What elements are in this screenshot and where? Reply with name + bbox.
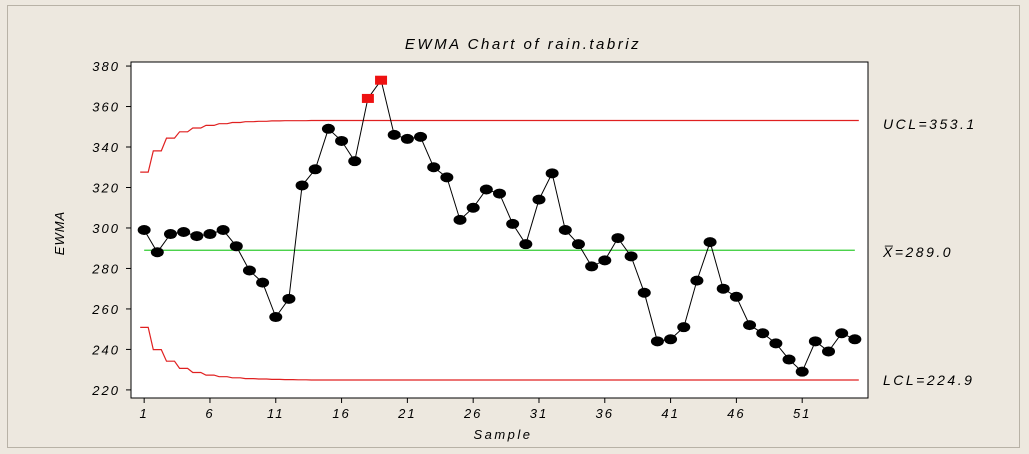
control-limits [140, 119, 859, 381]
ewma-point [729, 291, 743, 302]
ewma-point [295, 180, 309, 191]
ewma-point [150, 247, 164, 258]
lcl-line [140, 326, 859, 381]
ewma-point [545, 168, 559, 179]
ewma-point [769, 338, 783, 349]
x-tick-label: 46 [727, 406, 745, 421]
y-tick-label: 240 [91, 342, 120, 357]
ewma-point [519, 239, 533, 250]
ewma-point [558, 225, 572, 235]
y-tick-label: 360 [92, 100, 120, 115]
ewma-point [414, 131, 428, 142]
out-of-control-point [361, 93, 374, 103]
lcl-label: LCL=224.9 [883, 372, 974, 388]
ewma-point [585, 261, 599, 272]
y-axis: 220 240 260 280 300 320 340 360 380 [91, 59, 131, 398]
ewma-point [637, 287, 651, 298]
x-tick-label: 31 [530, 406, 548, 421]
y-tick-label: 280 [91, 261, 120, 276]
ewma-point [532, 194, 546, 205]
ewma-point [427, 162, 441, 173]
ewma-point [308, 164, 322, 175]
ucl-line [140, 119, 859, 173]
chart-title: EWMA Chart of rain.tabriz [405, 36, 641, 53]
ewma-point [782, 354, 796, 365]
ewma-point [479, 184, 493, 195]
x-tick-label: 51 [793, 406, 811, 421]
ewma-point [743, 320, 757, 331]
x-tick-label: 1 [140, 406, 149, 421]
x-axis-label: Sample [473, 427, 532, 442]
y-tick-label: 340 [92, 140, 120, 155]
ewma-point [690, 275, 704, 286]
ewma-point [650, 336, 664, 347]
ewma-point [137, 225, 151, 235]
ewma-point [466, 202, 480, 213]
ewma-point [321, 123, 335, 134]
ewma-point [703, 237, 717, 248]
ewma-point [506, 218, 520, 229]
y-tick-label: 300 [92, 221, 120, 236]
ewma-point [835, 328, 849, 339]
ewma-point [822, 346, 836, 357]
ewma-point [848, 334, 862, 345]
x-tick-label: 36 [596, 406, 614, 421]
y-tick-label: 320 [92, 180, 120, 195]
ewma-point [203, 229, 217, 240]
ewma-series [137, 75, 862, 377]
ewma-point [400, 133, 414, 144]
ewma-point [598, 255, 612, 266]
ewma-point [440, 172, 454, 183]
ewma-point [335, 135, 349, 146]
ewma-point [493, 188, 506, 199]
ewma-point [756, 328, 770, 339]
center-line-label: X̅=289.0 [882, 244, 953, 260]
ewma-point [677, 322, 691, 333]
ewma-point [256, 277, 270, 288]
ewma-point [348, 156, 362, 167]
x-tick-label: 26 [463, 406, 482, 421]
ewma-point [269, 312, 283, 323]
y-axis-label: EWMA [52, 211, 67, 255]
ewma-point [242, 265, 256, 276]
x-tick-label: 21 [397, 406, 416, 421]
ewma-point [795, 366, 809, 377]
y-tick-label: 380 [92, 59, 120, 74]
ewma-point [229, 241, 243, 252]
ewma-point [664, 334, 678, 345]
x-tick-label: 16 [332, 406, 350, 421]
ewma-point [282, 293, 296, 304]
ewma-point [624, 251, 638, 262]
y-tick-label: 220 [91, 383, 120, 398]
ewma-point [453, 214, 467, 225]
x-tick-label: 41 [661, 406, 679, 421]
ewma-point [190, 231, 204, 242]
ewma-point [611, 233, 625, 244]
plot-area [130, 61, 869, 399]
ewma-point [808, 336, 822, 347]
ewma-point [216, 225, 230, 235]
ucl-label: UCL=353.1 [883, 116, 977, 132]
ewma-point [387, 129, 401, 140]
ewma-point [716, 283, 730, 294]
x-tick-label: 6 [205, 406, 214, 421]
out-of-control-point [375, 75, 388, 85]
x-axis: 1 6 11 16 21 26 31 36 41 46 51 [140, 398, 811, 421]
x-tick-label: 11 [267, 406, 285, 421]
ewma-point [571, 239, 585, 250]
ewma-point [177, 227, 191, 238]
ewma-point [163, 229, 177, 240]
y-tick-label: 260 [91, 302, 120, 317]
